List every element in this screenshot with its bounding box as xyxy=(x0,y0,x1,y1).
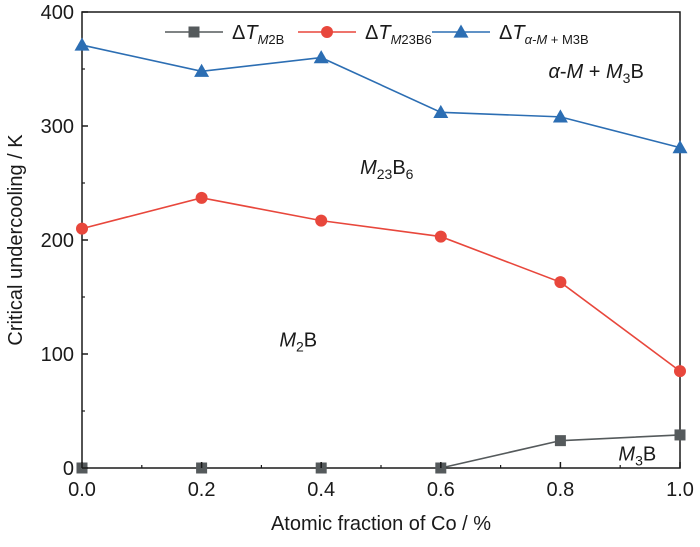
annotations: α-M + M3B M23B6 M2B M3B xyxy=(279,61,656,469)
legend-entry-2: ΔTM23B6 xyxy=(298,22,432,47)
y-tick-label: 200 xyxy=(41,230,74,252)
data-point xyxy=(554,435,566,447)
series-line xyxy=(81,44,681,149)
legend-label: ΔTM23B6 xyxy=(365,22,432,47)
legend: ΔTM2B ΔTM23B6 ΔTα-M + M3B xyxy=(165,22,589,47)
series-layer xyxy=(74,37,688,474)
region-label-m3b: M3B xyxy=(618,444,656,469)
data-point xyxy=(434,230,447,243)
data-point xyxy=(315,214,328,227)
legend-entry-3: ΔTα-M + M3B xyxy=(432,22,589,47)
x-axis-title: Atomic fraction of Co / % xyxy=(271,513,491,535)
x-tick-label: 0.6 xyxy=(427,479,455,501)
legend-marker xyxy=(453,24,469,38)
x-tick-label: 0.4 xyxy=(307,479,335,501)
region-label-m23b6: M23B6 xyxy=(360,157,414,182)
ticks-layer: 0.0 0.2 0.4 0.6 0.8 1.0 0 100 200 300 400 xyxy=(41,2,694,501)
series-3 xyxy=(74,37,688,154)
data-point xyxy=(433,104,449,118)
data-point xyxy=(554,276,567,289)
y-axis-title: Critical undercooling / K xyxy=(5,134,27,346)
data-point xyxy=(313,50,329,64)
legend-label: ΔTα-M + M3B xyxy=(499,22,589,47)
x-tick-label: 1.0 xyxy=(666,479,694,501)
data-point xyxy=(195,191,208,204)
y-tick-label: 0 xyxy=(63,458,74,480)
legend-label: ΔTM2B xyxy=(232,22,284,47)
x-tick-label: 0.2 xyxy=(188,479,216,501)
series-line xyxy=(81,197,681,372)
data-point xyxy=(674,365,686,378)
legend-entry-1: ΔTM2B xyxy=(165,22,284,47)
region-label-m2b: M2B xyxy=(279,330,317,355)
data-point xyxy=(674,429,686,441)
region-label-alpha-m3b: α-M + M3B xyxy=(548,61,643,86)
x-tick-label: 0.0 xyxy=(68,479,96,501)
legend-marker xyxy=(321,26,333,38)
data-point xyxy=(76,222,88,235)
y-tick-label: 100 xyxy=(41,344,74,366)
data-point xyxy=(672,140,688,154)
y-tick-label: 300 xyxy=(41,116,74,138)
legend-marker xyxy=(188,26,200,38)
y-tick-label: 400 xyxy=(41,2,74,24)
series-2 xyxy=(76,191,686,378)
data-point xyxy=(74,37,90,51)
data-point xyxy=(194,63,210,77)
x-tick-label: 0.8 xyxy=(546,479,574,501)
data-point xyxy=(552,109,568,123)
